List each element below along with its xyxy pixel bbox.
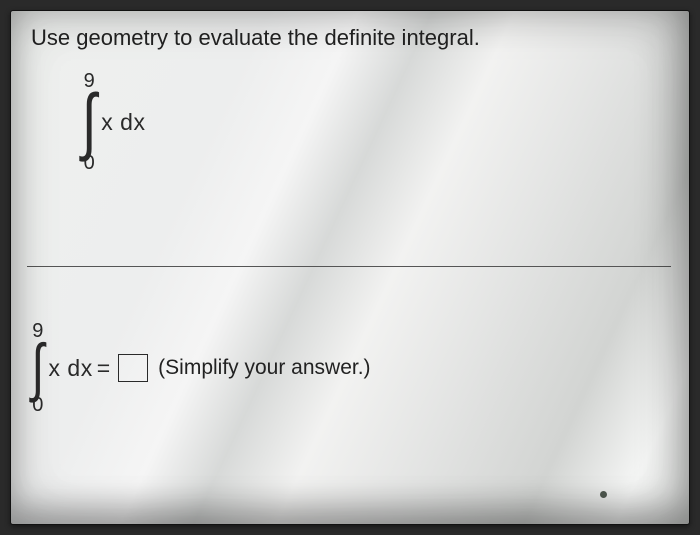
- speck-icon: [600, 491, 607, 498]
- problem-integral: 9 ∫ 0 x dx: [79, 71, 145, 173]
- equals-sign: =: [97, 355, 110, 382]
- worksheet-content: Use geometry to evaluate the definite in…: [11, 11, 689, 524]
- integral-sign-icon: ∫: [82, 91, 97, 151]
- integral-sign-icon: ∫: [31, 341, 44, 393]
- answer-hint: (Simplify your answer.): [158, 356, 370, 380]
- integral-symbol-block: 9 ∫ 0: [29, 321, 47, 415]
- answer-input[interactable]: [118, 354, 148, 382]
- integral-symbol-block: 9 ∫ 0: [79, 71, 99, 173]
- answer-integrand: x dx: [49, 355, 93, 382]
- answer-integral: 9 ∫ 0 x dx: [29, 321, 93, 415]
- integrand: x dx: [101, 109, 145, 136]
- instruction-text: Use geometry to evaluate the definite in…: [31, 25, 675, 51]
- divider-line: [27, 266, 671, 267]
- worksheet-photo: Use geometry to evaluate the definite in…: [10, 10, 690, 525]
- answer-row: 9 ∫ 0 x dx = (Simplify your answer.): [29, 321, 371, 415]
